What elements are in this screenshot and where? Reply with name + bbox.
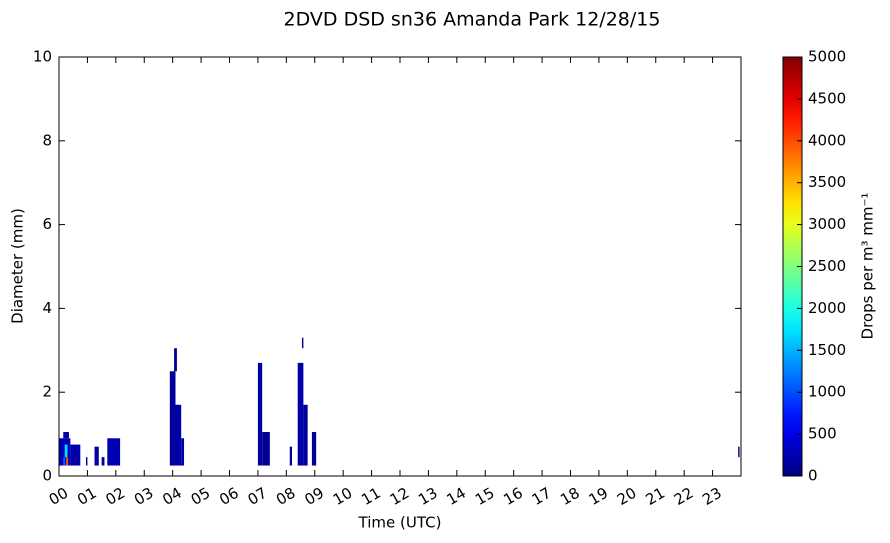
x-tick-label: 08 [273,484,299,509]
x-tick-label: 20 [614,484,640,509]
heatmap-cell [94,446,99,466]
colorbar-tick-label: 1500 [808,341,846,359]
heatmap-cell [63,457,66,466]
x-axis-label: Time (UTC) [358,514,442,532]
y-tick-label: 10 [33,48,52,66]
heatmap-cell [257,362,263,466]
x-tick-label: 06 [216,484,242,509]
x-tick-label: 03 [131,484,157,509]
x-tick-label: 23 [699,484,725,509]
x-tick-label: 21 [642,484,668,509]
heatmap-cell [85,457,88,466]
heatmap-cell [262,432,270,466]
heatmap-cell [70,444,81,466]
colorbar-tick-label: 3000 [808,215,846,233]
heatmap-cell [174,348,177,372]
y-tick-label: 8 [42,131,52,149]
colorbar-tick-label: 2500 [808,257,846,275]
colorbar-tick-label: 3500 [808,173,846,191]
heatmap-cell [297,362,304,466]
colorbar-tick-label: 2000 [808,299,846,317]
colorbar-tick-label: 4500 [808,89,846,107]
x-tick-label: 00 [46,484,72,509]
colorbar-tick-label: 1000 [808,383,846,401]
x-tick-label: 14 [444,484,470,509]
x-tick-label: 15 [472,484,498,509]
x-tick-label: 19 [586,484,612,509]
x-tick-label: 13 [415,484,441,509]
colorbar-tick-label: 500 [808,425,837,443]
heatmap-cell [303,404,308,466]
x-tick-label: 16 [500,484,526,509]
x-tick-label: 04 [159,484,185,509]
x-tick-label: 09 [301,484,327,509]
y-tick-label: 6 [42,215,52,233]
x-tick-label: 11 [358,484,384,509]
heatmap-cell [169,371,176,466]
heatmap-cell [101,457,105,466]
colorbar-tick-label: 5000 [808,48,846,66]
heatmap-cell [66,457,69,466]
heatmap-cell [311,432,317,466]
y-axis-label: Diameter (mm) [9,208,27,324]
x-tick-label: 12 [387,484,413,509]
x-tick-label: 22 [671,484,697,509]
plot-frame [58,56,742,477]
colorbar-tick-label: 4000 [808,131,846,149]
heatmap-cell [107,438,121,466]
x-tick-label: 01 [74,484,100,509]
colorbar-label: Drops per m³ mm⁻¹ [859,193,877,340]
x-tick-label: 07 [245,484,271,509]
y-tick-label: 4 [42,299,52,317]
y-tick-label: 2 [42,383,52,401]
heatmap-cell [181,438,185,466]
x-tick-label: 02 [103,484,129,509]
heatmap-cell [64,444,68,458]
x-tick-label: 18 [557,484,583,509]
chart-title: 2DVD DSD sn36 Amanda Park 12/28/15 [284,9,661,31]
heatmap-cell [175,404,182,466]
x-tick-label: 05 [188,484,214,509]
y-tick-label: 0 [42,467,52,485]
heatmap-cell [301,337,304,349]
heatmap-cell [738,446,740,458]
x-tick-label: 17 [529,484,555,509]
colorbar-tick-label: 0 [808,467,818,485]
heatmap-cell [289,446,293,466]
x-tick-label: 10 [330,484,356,509]
heatmap-cell [63,432,69,439]
